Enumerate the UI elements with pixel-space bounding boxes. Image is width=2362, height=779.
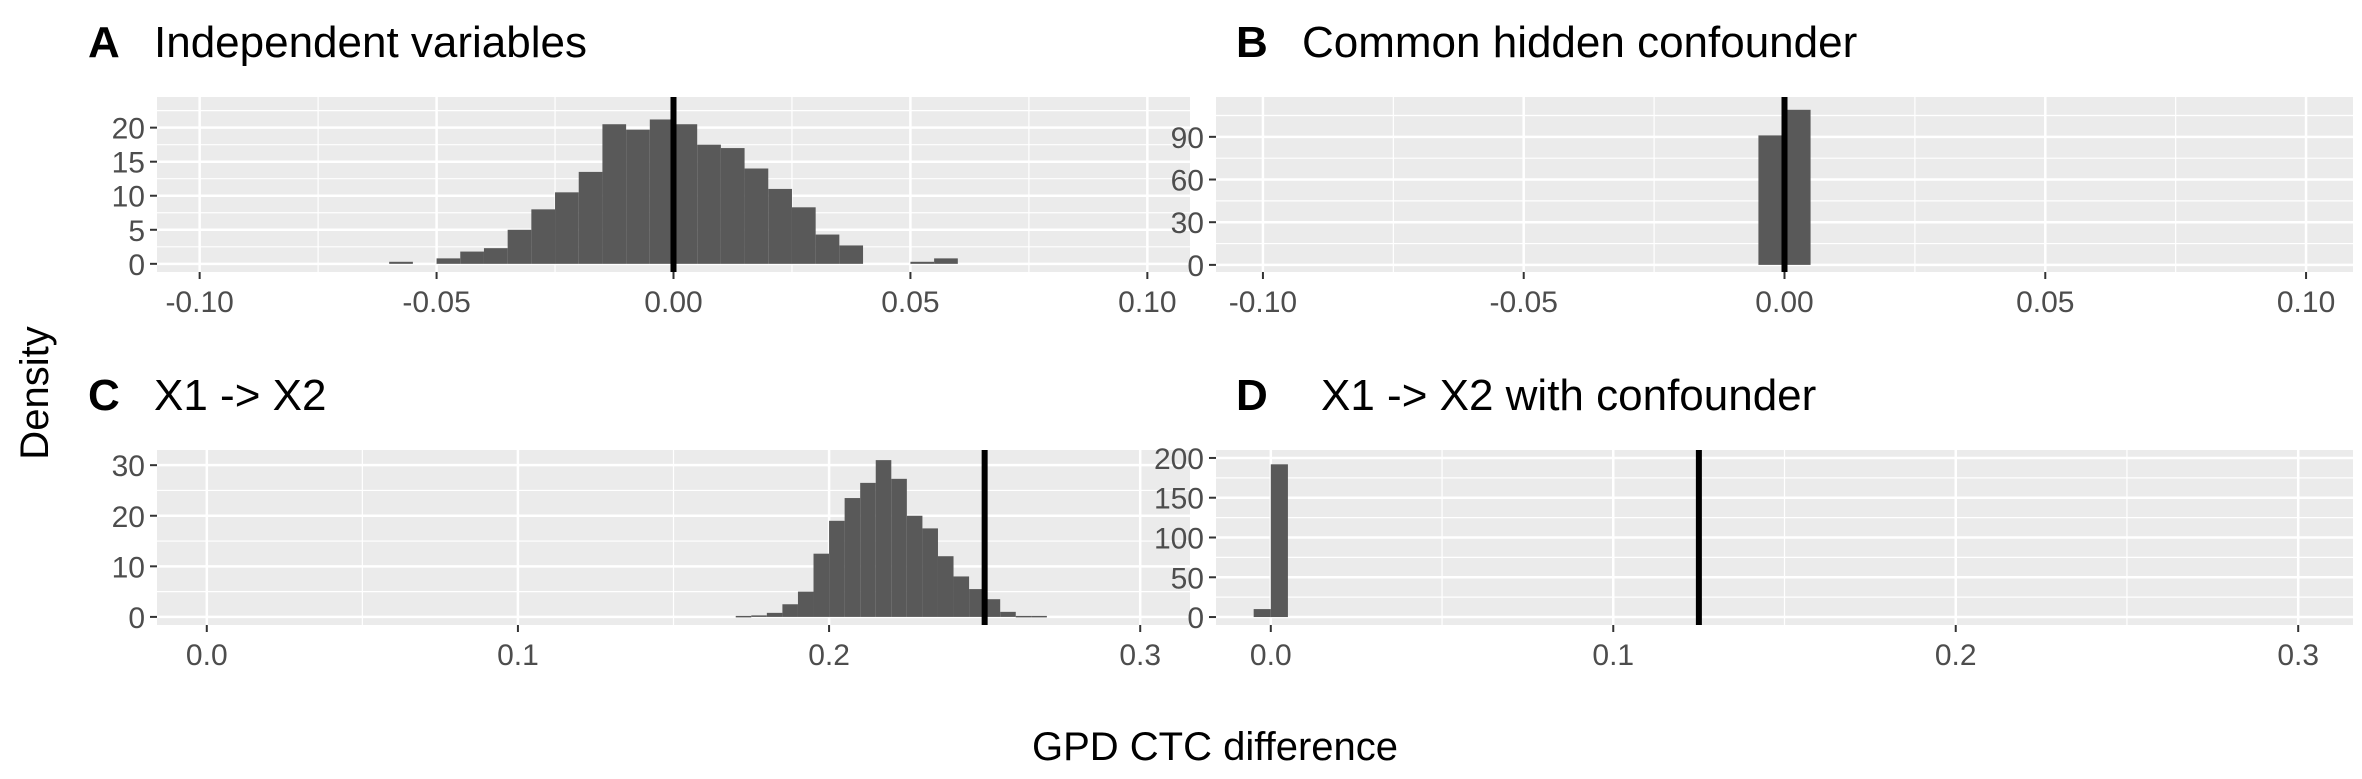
histogram-bar [673,124,698,264]
x-tick-label: 0.0 [186,639,228,672]
y-tick-label: 30 [1171,207,1204,240]
histogram-bar [844,498,861,617]
panel-b: -0.10 -0.05 0.00 0.05 0.10 0 30 60 90 B Common hid… [1171,18,2353,319]
x-tick-label: 0.3 [1119,639,1161,672]
histogram-bar [934,258,958,264]
y-tick-label: 100 [1154,523,1204,556]
x-tick-label: 0.3 [2277,639,2319,672]
y-tick-label: 60 [1171,165,1204,198]
histogram-bar [460,251,484,264]
panel-c-title: X1 -> X2 [154,371,326,420]
y-tick-label: 30 [112,450,145,483]
x-tick-label: 0.05 [881,286,939,319]
panel-d-tag: D [1236,371,1268,420]
histogram-bar [937,556,954,617]
x-tick-label: 0.2 [808,639,850,672]
panel-c: 0.0 0.1 0.2 0.3 0 10 20 30 C X1 -> X2 [88,371,1190,672]
histogram-bar [436,258,461,264]
histogram-bar [720,148,745,264]
panel-c-tag: C [88,371,120,420]
x-axis-label: GPD CTC difference [1032,725,1398,769]
x-tick-label: 0.00 [644,286,702,319]
histogram-bar [891,478,907,617]
histogram-bar [483,248,508,264]
histogram-bar [751,615,767,617]
histogram-bar [626,129,650,264]
panel-a-title: Independent variables [154,18,587,67]
y-tick-label: 0 [128,249,145,282]
y-tick-label: 10 [112,551,145,584]
histogram-bar [839,245,864,264]
x-tick-label: -0.10 [1229,286,1297,319]
y-tick-label: 5 [128,215,145,248]
x-tick-label: 0.0 [1250,639,1292,672]
histogram-bar [1000,611,1016,617]
x-tick-label: -0.05 [402,286,470,319]
y-tick-label: 20 [112,113,145,146]
histogram-bar [1253,609,1271,618]
x-tick-label: 0.2 [1935,639,1977,672]
y-tick-label: 0 [1187,602,1204,635]
x-tick-label: 0.00 [1755,286,1813,319]
histogram-bar [860,482,876,617]
histogram-bar [969,589,985,617]
y-tick-label: 10 [112,181,145,214]
y-tick-label: 0 [128,602,145,635]
histogram-bar [922,528,938,617]
histogram-bar [782,604,798,617]
panel-b-title: Common hidden confounder [1302,18,1857,67]
histogram-bar [829,520,845,617]
histogram-bar [813,553,830,617]
panel-d: 0.0 0.1 0.2 0.3 0 50 100 150 200 D X1 -> X2 with c… [1154,371,2353,672]
y-tick-label: 15 [112,147,145,180]
panel-d-title: X1 -> X2 with confounder [1321,371,1816,420]
histogram-bar [735,615,752,618]
y-tick-label: 0 [1187,250,1204,283]
histogram-bar [531,209,556,264]
histogram-bar [791,207,816,264]
histogram-bar [1015,615,1032,618]
histogram-bar [766,612,783,617]
x-tick-label: 0.10 [2277,286,2335,319]
histogram-bar [578,171,603,264]
x-tick-label: 0.05 [2016,286,2074,319]
histogram-bar [953,576,970,617]
histogram-bar [507,229,532,264]
x-tick-label: -0.05 [1490,286,1558,319]
x-tick-label: 0.10 [1118,286,1176,319]
histogram-bar [389,261,413,264]
histogram-bar [1784,109,1811,265]
x-tick-label: 0.1 [1592,639,1634,672]
histogram-bar [875,460,892,617]
histogram-bar [984,599,1001,617]
histogram-bar [797,591,814,617]
x-tick-label: -0.10 [165,286,233,319]
y-tick-label: 20 [112,501,145,534]
histogram-bar [649,119,674,264]
histogram-bar [555,192,579,264]
y-tick-label: 90 [1171,122,1204,155]
x-tick-label: 0.1 [497,639,539,672]
histogram-bar [910,261,935,264]
y-tick-label: 50 [1171,562,1204,595]
panel-a-tag: A [88,18,120,67]
histogram-bar [697,144,721,264]
histogram-bar [1031,615,1047,618]
panel-b-tag: B [1236,18,1268,67]
histogram-bar [815,234,840,264]
y-tick-label: 200 [1154,443,1204,476]
y-tick-label: 150 [1154,483,1204,516]
histogram-bar [768,188,792,264]
histogram-bar [1758,135,1785,265]
histogram-bar [744,168,769,264]
histogram-bar [1270,464,1288,618]
histogram-bar [602,124,627,264]
histogram-bar [906,515,923,617]
y-axis-label: Density [13,326,57,459]
